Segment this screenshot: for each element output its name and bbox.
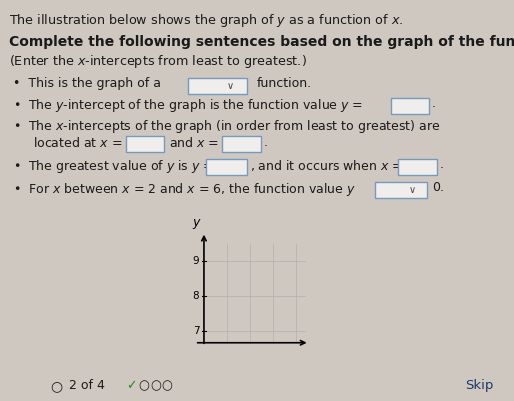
Text: •  The greatest value of $y$ is $y$ =: • The greatest value of $y$ is $y$ =	[13, 158, 214, 175]
Text: 9: 9	[193, 256, 199, 266]
Text: •  The $y$-intercept of the graph is the function value $y$ =: • The $y$-intercept of the graph is the …	[13, 97, 363, 114]
Text: 0.: 0.	[432, 181, 444, 194]
Text: ○: ○	[139, 379, 150, 392]
Text: Complete the following sentences based on the graph of the function.: Complete the following sentences based o…	[9, 35, 514, 49]
Text: ∨: ∨	[227, 81, 234, 91]
Text: 7: 7	[193, 326, 199, 336]
Text: and $x$ =: and $x$ =	[169, 136, 218, 150]
Text: Skip: Skip	[465, 379, 493, 392]
Text: ○: ○	[50, 379, 63, 393]
Text: •  This is the graph of a: • This is the graph of a	[13, 77, 161, 90]
Text: .: .	[432, 97, 436, 110]
Text: .: .	[439, 158, 444, 171]
Text: function.: function.	[257, 77, 312, 90]
Text: ∨: ∨	[409, 185, 416, 195]
Text: 8: 8	[193, 291, 199, 301]
Text: •  For $x$ between $x$ = 2 and $x$ = 6, the function value $y$: • For $x$ between $x$ = 2 and $x$ = 6, t…	[13, 181, 356, 198]
Text: located at $x$ =: located at $x$ =	[33, 136, 123, 150]
Text: (Enter the $x$-intercepts from least to greatest.): (Enter the $x$-intercepts from least to …	[9, 53, 307, 70]
Text: 2 of 4: 2 of 4	[69, 379, 105, 392]
Text: , and it occurs when $x$ =: , and it occurs when $x$ =	[250, 158, 403, 173]
Text: •  The $x$-intercepts of the graph (in order from least to greatest) are: • The $x$-intercepts of the graph (in or…	[13, 118, 440, 135]
Text: ○: ○	[150, 379, 161, 392]
Text: $y$: $y$	[192, 217, 202, 231]
Text: ✓: ✓	[126, 379, 136, 392]
Text: .: .	[263, 136, 267, 148]
Text: ○: ○	[161, 379, 172, 392]
Text: The illustration below shows the graph of $y$ as a function of $x$.: The illustration below shows the graph o…	[9, 12, 404, 29]
